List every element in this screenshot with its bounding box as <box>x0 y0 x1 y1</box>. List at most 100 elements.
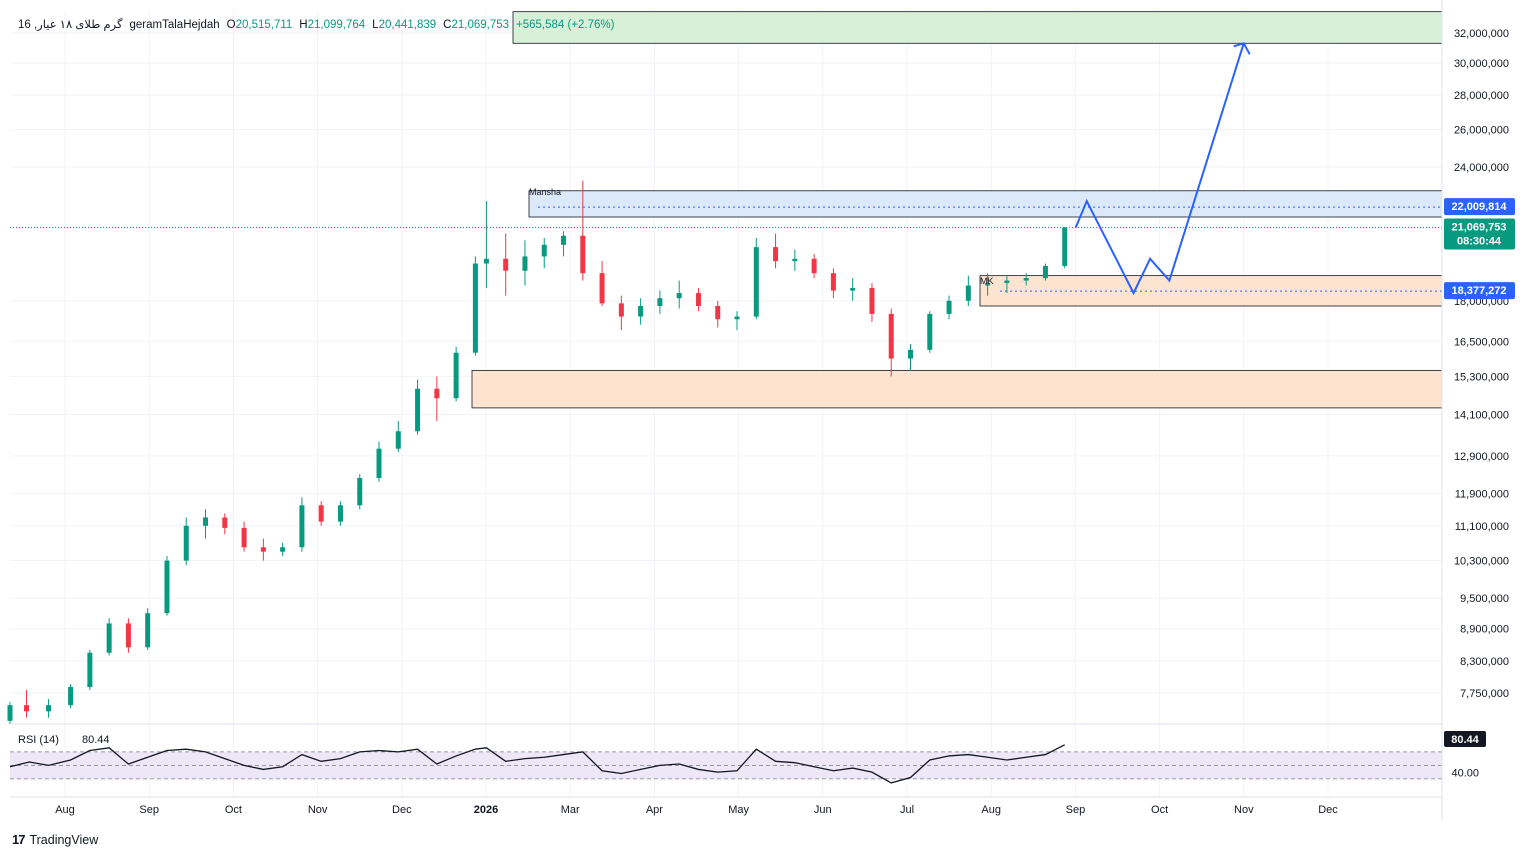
candle-body[interactable] <box>753 247 759 317</box>
time-tick-label: Nov <box>1234 804 1254 816</box>
candle-body[interactable] <box>965 285 971 301</box>
candle-body[interactable] <box>522 256 528 271</box>
candle-body[interactable] <box>222 517 228 528</box>
candle-body[interactable] <box>503 258 509 271</box>
candles[interactable] <box>7 180 1068 725</box>
candle-body[interactable] <box>1042 265 1048 279</box>
projection-path[interactable] <box>1074 42 1251 296</box>
candle-body[interactable] <box>946 300 952 314</box>
rsi-value: 80.44 <box>82 734 110 746</box>
candle-body[interactable] <box>561 235 567 245</box>
candle-body[interactable] <box>203 517 209 526</box>
time-tick-label: Jun <box>814 804 832 816</box>
candle-body[interactable] <box>599 273 605 304</box>
time-tick-label: Sep <box>1066 804 1086 816</box>
close-value: 21,069,753 <box>451 19 510 31</box>
candle-body[interactable] <box>773 247 779 262</box>
last-price-tag-text: 21,069,753 <box>1451 222 1506 234</box>
candle-body[interactable] <box>241 527 247 548</box>
candle-body[interactable] <box>1023 278 1029 281</box>
candle-body[interactable] <box>869 288 875 314</box>
candle-body[interactable] <box>830 273 836 291</box>
price-levels <box>10 206 1442 292</box>
candle-body[interactable] <box>472 263 478 353</box>
ohlc-low: L 20,441,839 <box>372 19 436 31</box>
candle-body[interactable] <box>46 705 52 712</box>
candle-body[interactable] <box>1004 280 1010 284</box>
low-value: 20,441,839 <box>378 19 437 31</box>
candle-body[interactable] <box>618 303 624 317</box>
rsi-value-tag-text: 80.44 <box>1451 734 1479 746</box>
candle-body[interactable] <box>87 652 93 688</box>
candle-body[interactable] <box>792 258 798 262</box>
candle-body[interactable] <box>695 293 701 306</box>
rsi-pane: RSI (14) 80.44 <box>9 734 1442 784</box>
time-tick-label: Aug <box>981 804 1001 816</box>
candle-body[interactable] <box>657 298 663 306</box>
candle-body[interactable] <box>927 313 933 350</box>
candle-body[interactable] <box>68 687 74 706</box>
tradingview-branding[interactable]: 17 TradingView <box>12 832 98 847</box>
candle-body[interactable] <box>395 431 401 449</box>
candle-body[interactable] <box>164 560 170 614</box>
last-price-tag-text: 08:30:44 <box>1457 236 1502 248</box>
resistance-price-tag-bg <box>1444 198 1515 216</box>
ohlc-high: H 21,099,764 <box>299 19 365 31</box>
candle-body[interactable] <box>483 258 489 264</box>
candle-body[interactable] <box>715 305 721 320</box>
zone-mansha <box>528 190 1443 218</box>
candle-body[interactable] <box>734 316 740 320</box>
candle-body[interactable] <box>299 505 305 548</box>
candle-body[interactable] <box>415 388 421 432</box>
price-tick-label: 16,500,000 <box>1454 336 1509 348</box>
candle-body[interactable] <box>676 293 682 299</box>
close-key: C <box>443 19 452 31</box>
candle-body[interactable] <box>541 244 547 257</box>
price-tick-label: 15,300,000 <box>1454 371 1509 383</box>
support-price-tag-text: 18,377,272 <box>1451 285 1506 297</box>
chart-header: گرم طلای ۱۸ عیار, 16 geramTalaHejdah O 20… <box>18 17 614 31</box>
candle-body[interactable] <box>183 525 189 561</box>
candle-body[interactable] <box>453 352 459 399</box>
candle-body[interactable] <box>260 547 266 552</box>
candle-body[interactable] <box>24 705 30 712</box>
candle-body[interactable] <box>638 305 644 317</box>
candle-body[interactable] <box>985 283 991 286</box>
time-tick-label: May <box>728 804 749 816</box>
zone-box-3 <box>512 11 1443 44</box>
candle-body[interactable] <box>7 705 13 721</box>
high-key: H <box>299 19 308 31</box>
candle-body[interactable] <box>337 505 343 522</box>
candle-body[interactable] <box>280 547 286 552</box>
ohlc-close: C 21,069,753 <box>443 19 509 31</box>
candle-body[interactable] <box>811 258 817 274</box>
low-key: L <box>372 19 379 31</box>
symbol-name[interactable]: گرم طلای ۱۸ عیار, 16 <box>18 19 123 31</box>
candle-body[interactable] <box>908 349 914 359</box>
projection-arrowhead <box>1233 42 1251 55</box>
candle-body[interactable] <box>580 235 586 274</box>
price-tick-label: 7,750,000 <box>1460 688 1509 700</box>
candle-body[interactable] <box>125 623 131 648</box>
price-tick-label: 8,300,000 <box>1460 656 1509 668</box>
projection-line[interactable] <box>1074 42 1245 296</box>
candle-body[interactable] <box>434 388 440 399</box>
support-price-tag-bg <box>1444 282 1515 300</box>
price-tick-label: 10,300,000 <box>1454 556 1509 568</box>
candle-body[interactable] <box>888 313 894 359</box>
candle-body[interactable] <box>1062 227 1068 266</box>
candle-body[interactable] <box>357 478 363 506</box>
price-tick-label: 32,000,000 <box>1454 28 1509 40</box>
time-tick-label: Dec <box>392 804 412 816</box>
price-tick-label: 14,100,000 <box>1454 409 1509 421</box>
rsi-line[interactable] <box>9 744 1066 784</box>
candle-body[interactable] <box>318 505 324 522</box>
price-tick-label: 30,000,000 <box>1454 58 1509 70</box>
candle-body[interactable] <box>376 448 382 479</box>
candle-body[interactable] <box>106 623 112 653</box>
candle-body[interactable] <box>145 613 151 648</box>
candle-body[interactable] <box>850 288 856 291</box>
rsi-value-tag-bg <box>1444 731 1486 747</box>
time-tick-label: Sep <box>139 804 159 816</box>
